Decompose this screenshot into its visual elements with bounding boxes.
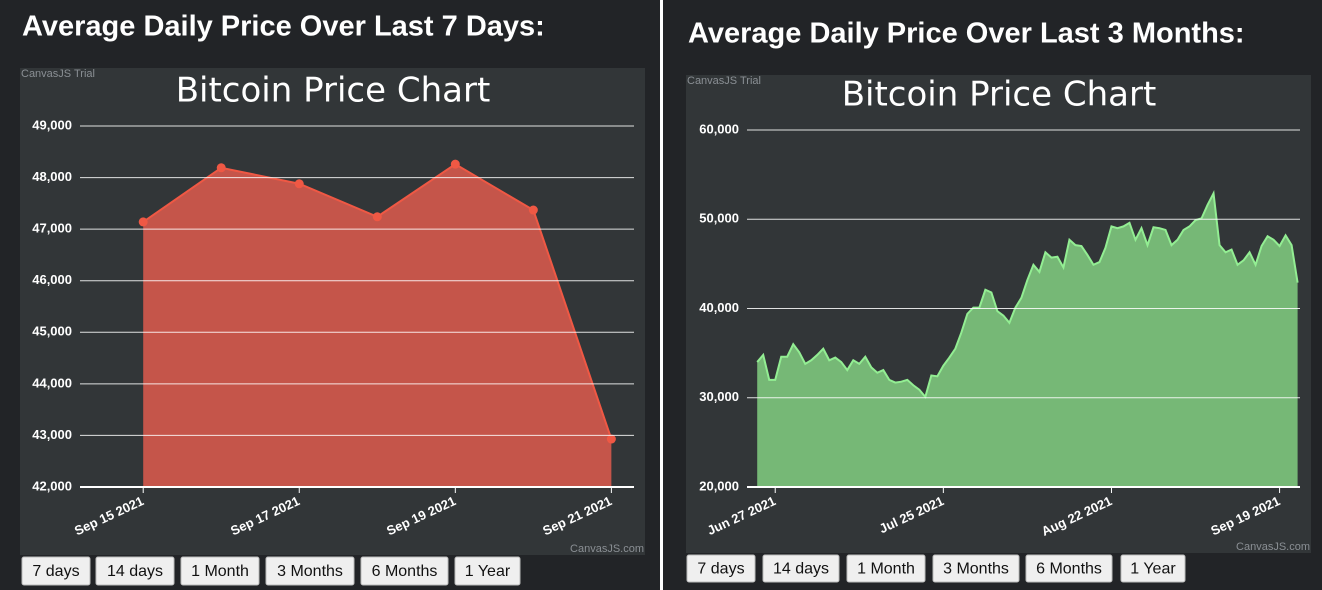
y-tick-label: 50,000 bbox=[699, 211, 739, 226]
button[interactable] bbox=[360, 556, 449, 586]
button[interactable] bbox=[686, 554, 756, 583]
button[interactable] bbox=[932, 554, 1020, 583]
button-label[interactable]: 6 Months bbox=[372, 563, 438, 580]
button-label[interactable]: 3 Months bbox=[943, 561, 1009, 578]
heading: Average Daily Price Over Last 3 Months: bbox=[688, 18, 1245, 50]
button-label[interactable]: 14 days bbox=[107, 563, 163, 580]
y-tick-label: 47,000 bbox=[32, 221, 72, 236]
point bbox=[528, 205, 538, 215]
chart-title: Bitcoin Price Chart bbox=[176, 71, 491, 111]
button-label[interactable]: 7 days bbox=[32, 563, 79, 580]
heading: Average Daily Price Over Last 7 Days: bbox=[22, 11, 545, 43]
area-fill bbox=[757, 193, 1298, 487]
point bbox=[450, 159, 460, 169]
button-label[interactable]: 3 Months bbox=[277, 563, 343, 580]
y-tick-label: 40,000 bbox=[699, 300, 739, 315]
button[interactable] bbox=[1120, 554, 1186, 583]
area-fill bbox=[143, 164, 612, 488]
point bbox=[138, 217, 148, 227]
y-tick-label: 20,000 bbox=[699, 478, 739, 493]
button[interactable] bbox=[1025, 554, 1113, 583]
y-tick-label: 46,000 bbox=[32, 272, 72, 287]
watermark: CanvasJS Trial bbox=[687, 75, 761, 87]
button-label[interactable]: 1 Month bbox=[191, 563, 249, 580]
credit: CanvasJS.com bbox=[1236, 541, 1310, 553]
button[interactable] bbox=[95, 556, 175, 586]
y-tick-label: 60,000 bbox=[699, 121, 739, 136]
point bbox=[606, 434, 616, 444]
point bbox=[372, 212, 382, 222]
button-label[interactable]: 1 Year bbox=[465, 563, 511, 580]
y-tick-label: 44,000 bbox=[32, 375, 72, 390]
credit: CanvasJS.com bbox=[570, 543, 644, 555]
button[interactable] bbox=[180, 556, 260, 586]
button-label[interactable]: 1 Year bbox=[1130, 561, 1176, 578]
y-tick-label: 43,000 bbox=[32, 427, 72, 442]
watermark: CanvasJS Trial bbox=[21, 68, 95, 80]
button[interactable] bbox=[454, 556, 521, 586]
button[interactable] bbox=[762, 554, 840, 583]
y-tick-label: 30,000 bbox=[699, 389, 739, 404]
button[interactable] bbox=[846, 554, 926, 583]
button-label[interactable]: 6 Months bbox=[1036, 561, 1102, 578]
y-tick-label: 49,000 bbox=[32, 117, 72, 132]
point bbox=[294, 179, 304, 189]
y-tick-label: 45,000 bbox=[32, 324, 72, 339]
button-label[interactable]: 7 days bbox=[697, 561, 744, 578]
button-label[interactable]: 14 days bbox=[773, 561, 829, 578]
divider bbox=[660, 0, 663, 590]
chart-title: Bitcoin Price Chart bbox=[842, 75, 1157, 115]
point bbox=[216, 163, 226, 173]
area-line bbox=[756, 190, 1299, 399]
button[interactable] bbox=[21, 556, 91, 586]
y-tick-label: 48,000 bbox=[32, 169, 72, 184]
button[interactable] bbox=[265, 556, 355, 586]
y-tick-label: 42,000 bbox=[32, 478, 72, 493]
button-label[interactable]: 1 Month bbox=[857, 561, 915, 578]
